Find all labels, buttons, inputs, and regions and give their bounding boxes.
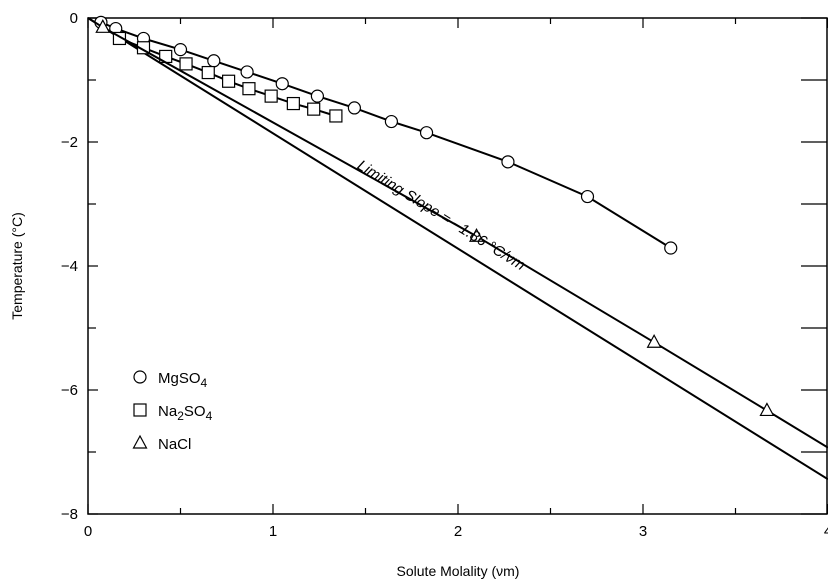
y-tick-label: 0	[70, 10, 78, 27]
legend-label: Na2SO4	[158, 403, 213, 423]
circle-marker	[133, 370, 147, 384]
legend-label: NaCl	[158, 436, 191, 453]
y-tick-label: −2	[61, 134, 78, 151]
circle-marker	[664, 241, 678, 255]
y-tick-label: −6	[61, 382, 78, 399]
triangle-marker	[132, 434, 148, 449]
triangle-marker	[95, 19, 111, 33]
x-tick-label: 0	[84, 523, 92, 540]
circle-marker	[501, 155, 515, 169]
circle-marker	[275, 77, 289, 91]
triangle-marker	[759, 402, 775, 417]
square-marker	[222, 74, 236, 88]
x-tick-label: 4	[824, 523, 828, 540]
square-marker	[201, 65, 215, 80]
x-axis-title: Solute Molality (νm)	[397, 563, 520, 579]
circle-marker	[419, 126, 434, 140]
square-marker	[242, 82, 256, 96]
circle-marker	[173, 43, 188, 57]
plot-frame	[87, 17, 828, 515]
circle-marker	[310, 89, 324, 103]
triangle-marker	[468, 227, 485, 242]
square-marker	[179, 57, 193, 71]
y-tick-label: −8	[61, 506, 78, 523]
square-marker	[286, 96, 300, 111]
series-na2so4	[112, 31, 343, 123]
series-mgso4	[94, 15, 678, 255]
square-marker	[264, 89, 278, 103]
circle-marker	[240, 65, 254, 79]
circle-marker	[580, 189, 595, 204]
circle-marker	[347, 101, 361, 115]
legend-label: MgSO4	[158, 370, 208, 390]
data-series	[87, 15, 828, 449]
limiting-slope-annotation: Limiting Slope = −1.86 °C/νm	[354, 157, 528, 274]
x-tick-label: 2	[454, 523, 462, 540]
square-marker	[133, 403, 147, 417]
series-nacl	[87, 17, 828, 449]
limiting-slope-line	[87, 17, 828, 481]
x-tick-label: 1	[269, 523, 277, 540]
axes: 0 1 2 3 4 0 −2 −4 −6 −8	[61, 10, 828, 540]
x-tick-label: 3	[639, 523, 647, 540]
limiting-slope-segment	[87, 17, 828, 481]
y-tick-label: −4	[61, 258, 78, 275]
square-marker	[329, 109, 343, 123]
series-line	[100, 21, 672, 249]
triangle-marker	[646, 334, 662, 348]
circle-marker	[384, 114, 398, 129]
square-marker	[307, 102, 321, 116]
circle-marker	[207, 54, 221, 68]
y-axis-title: Temperature (°C)	[9, 212, 25, 320]
legend: MgSO4 Na2SO4 NaCl	[132, 370, 213, 453]
